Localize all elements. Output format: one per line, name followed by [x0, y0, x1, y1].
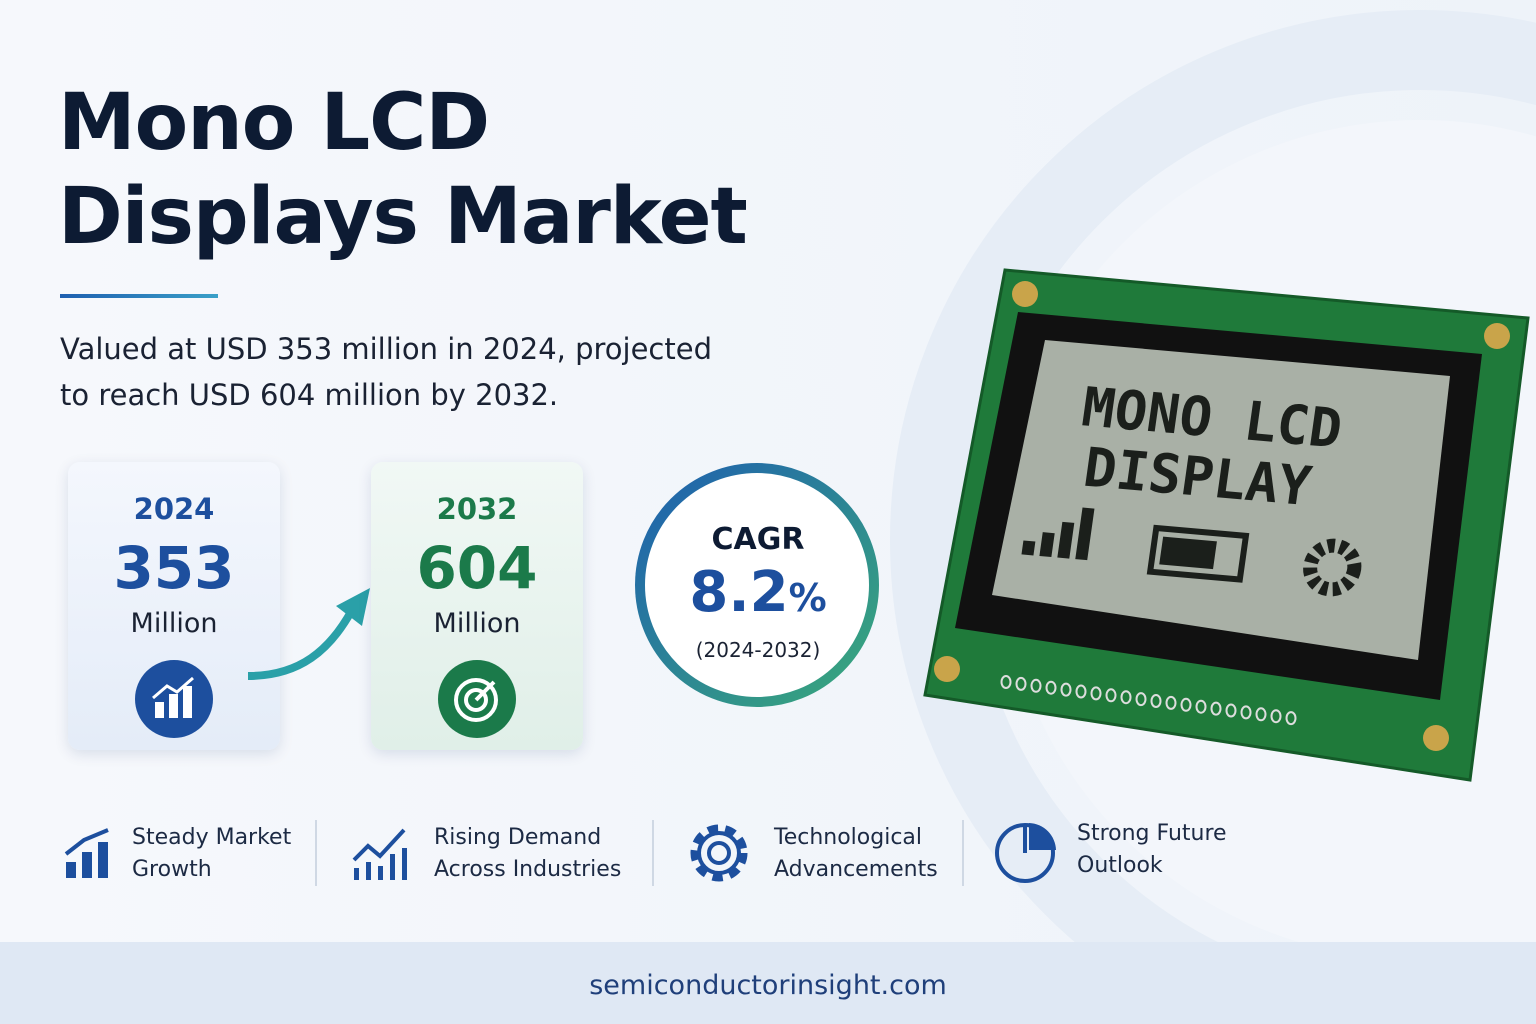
feature-icon	[690, 824, 748, 882]
card-value: 604	[416, 534, 538, 602]
card-value: 353	[113, 534, 235, 602]
pin	[1225, 703, 1237, 718]
target-icon	[438, 660, 516, 738]
feature-text: Steady Market Growth	[132, 822, 291, 886]
divider	[315, 820, 317, 886]
cagr-value: 8.2	[689, 560, 789, 625]
footer	[0, 942, 1536, 1024]
card-2032: 2032 604 Million	[371, 462, 583, 750]
pin	[1015, 676, 1027, 691]
arrow	[247, 588, 370, 680]
cagr-unit: %	[788, 576, 827, 620]
card-year: 2032	[436, 492, 518, 526]
feature-line: Steady Market	[132, 825, 292, 850]
pin	[1060, 682, 1072, 697]
pin	[1120, 690, 1132, 705]
pin	[1000, 675, 1012, 689]
pin	[1195, 699, 1207, 714]
lcd-module: MONO LCD DISPLAY	[923, 268, 1530, 782]
cagr-label: CAGR	[711, 522, 805, 557]
pin	[1090, 686, 1102, 701]
pin	[1105, 688, 1117, 703]
pin	[1030, 678, 1042, 693]
chart-icon	[135, 660, 213, 738]
pin	[1180, 697, 1192, 712]
feature-text: Strong Future Outlook	[1077, 818, 1227, 882]
feature-line: Technological	[774, 825, 923, 850]
cagr-value-row: 8.2%	[630, 560, 886, 625]
pin	[1285, 711, 1297, 726]
feature-text: Rising Demand Across Industries	[434, 822, 621, 886]
feature-line: Across Industries	[434, 857, 622, 882]
pin	[1240, 705, 1252, 720]
divider	[962, 820, 964, 886]
feature-line: Growth	[132, 857, 212, 882]
feature-icon	[352, 828, 407, 880]
title-line: Mono LCD	[58, 78, 490, 168]
subtitle-line: to reach USD 604 million by 2032.	[60, 378, 559, 412]
divider	[652, 820, 654, 886]
feature-icon	[64, 828, 109, 878]
pin	[1270, 709, 1282, 724]
feature-text: Technological Advancements	[774, 822, 938, 886]
title-line: Displays Market	[58, 172, 748, 262]
cagr-period: (2024-2032)	[695, 638, 821, 662]
card-2024: 2024 353 Million	[68, 462, 280, 750]
pin	[1165, 695, 1177, 710]
pin	[1255, 707, 1267, 722]
feature-line: Outlook	[1077, 853, 1163, 878]
card-unit: Million	[130, 608, 218, 639]
feature-line: Rising Demand	[434, 825, 602, 850]
pin	[1135, 692, 1147, 707]
subtitle-line: Valued at USD 353 million in 2024, proje…	[60, 332, 712, 366]
footer-site: semiconductorinsight.com	[589, 970, 947, 1001]
feature-line: Strong Future	[1077, 821, 1227, 846]
pin	[1210, 701, 1222, 716]
pin	[1150, 694, 1162, 708]
feature-icon	[995, 823, 1056, 883]
card-unit: Million	[433, 608, 521, 639]
underline	[60, 294, 218, 298]
pin	[1075, 684, 1087, 699]
cagr-ring	[635, 463, 879, 707]
pin	[1045, 680, 1057, 695]
feature-line: Advancements	[774, 857, 938, 882]
card-year: 2024	[133, 492, 215, 526]
